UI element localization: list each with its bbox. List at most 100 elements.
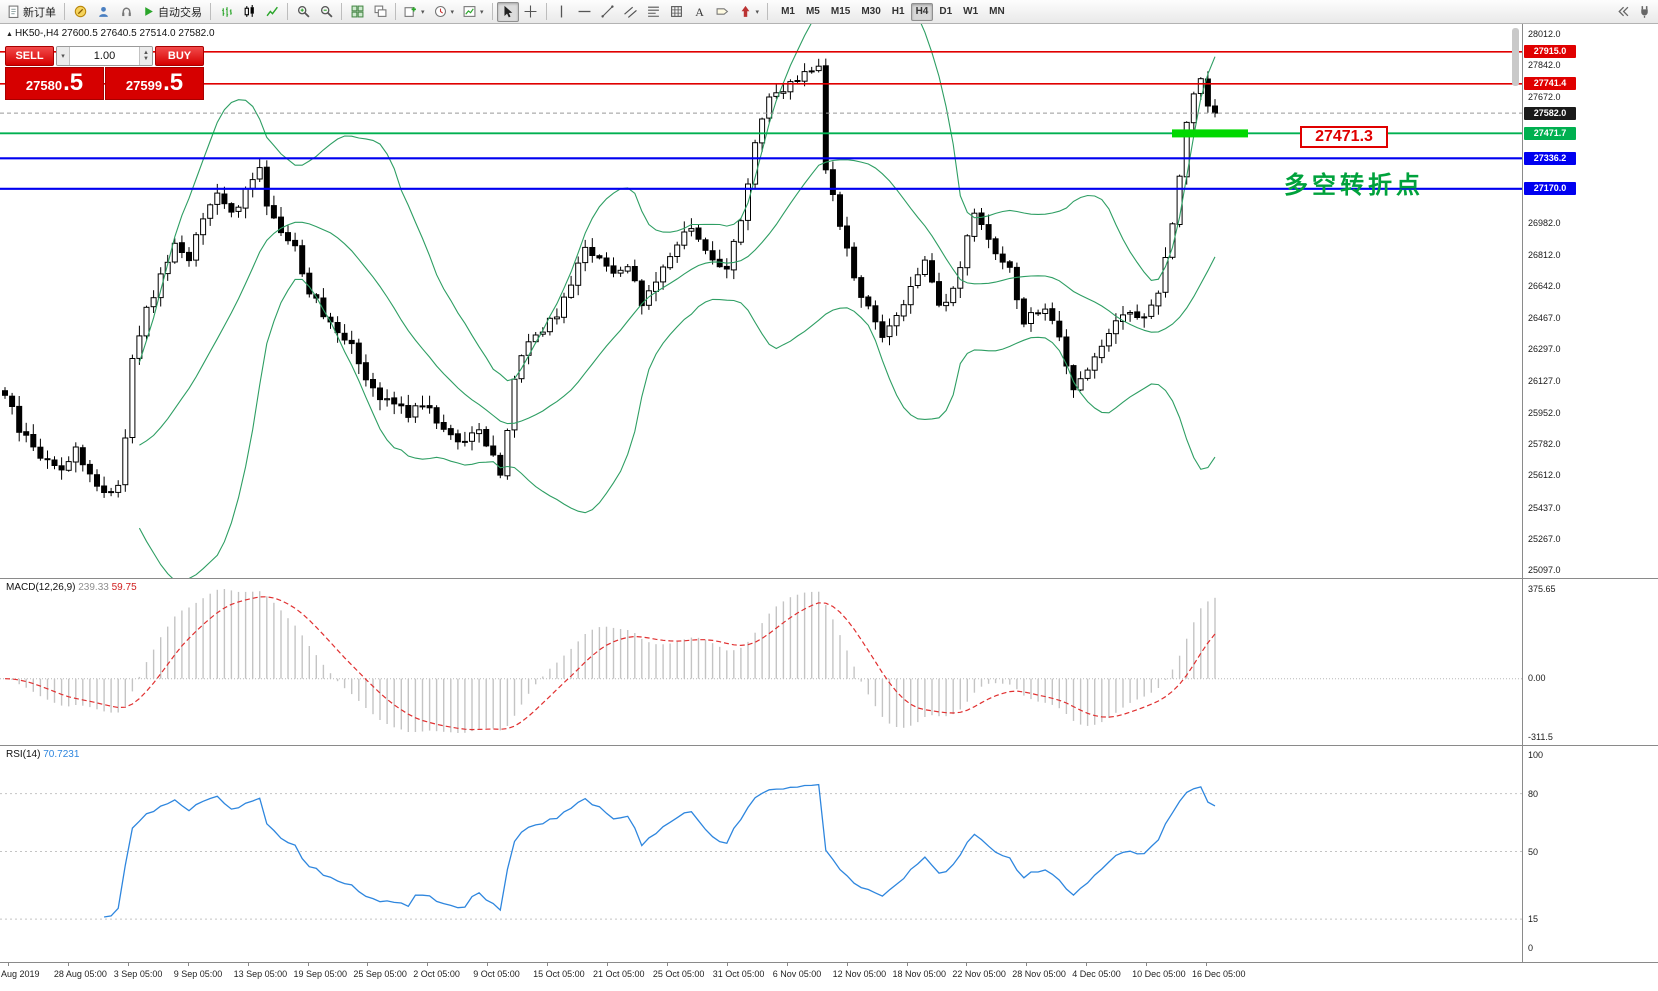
dropdown-caret-icon[interactable]: ▾	[480, 8, 484, 16]
dropdown-caret-icon[interactable]: ▾	[421, 8, 425, 16]
bollinger-lower-band	[138, 278, 1216, 578]
timeframe-m5-button[interactable]: M5	[805, 6, 820, 17]
candle-body	[568, 284, 575, 298]
bar-chart-mode-button[interactable]	[215, 2, 237, 22]
sell-button[interactable]: SELL	[5, 46, 54, 66]
data-connection-button[interactable]	[1633, 2, 1655, 22]
rsi-panel[interactable]: RSI(14) 70.7231	[0, 746, 1522, 962]
timeframe-h4-button[interactable]: H4	[910, 2, 934, 21]
autotrade-button[interactable]: 自动交易	[138, 2, 206, 22]
candle-body	[929, 260, 935, 283]
mql5-market-button[interactable]	[69, 2, 91, 22]
main-chart-panel[interactable]: ▲ HK50-,H4 27600.5 27640.5 27514.0 27582.…	[0, 24, 1522, 578]
text-tool-button[interactable]: A	[689, 2, 711, 22]
dropdown-caret-icon[interactable]: ▾	[755, 8, 760, 16]
macd-chart	[0, 589, 1522, 733]
label-tool-button[interactable]	[712, 2, 734, 22]
chinese-annotation-text[interactable]: 多空转折点	[1284, 172, 1424, 199]
candle-body	[794, 80, 801, 82]
timeframe-m15-button[interactable]: M15	[830, 6, 851, 17]
community-button[interactable]	[92, 2, 114, 22]
toolbar-separator	[491, 3, 493, 20]
timeframe-h1-button[interactable]: H1	[891, 6, 905, 17]
volume-dropdown-icon[interactable]: ▾	[57, 47, 70, 65]
tile-windows-button[interactable]	[346, 2, 368, 22]
cursor-icon	[504, 5, 513, 18]
candle-body	[851, 246, 858, 279]
crosshair-tool-button[interactable]	[520, 2, 542, 22]
timeframe-m1-button[interactable]: M1	[781, 6, 795, 17]
candle-body	[808, 70, 815, 73]
new-chart-button[interactable]: ▾	[400, 2, 429, 22]
macd-main-value: 239.33	[78, 582, 109, 593]
time-label: 4 Dec 05:00	[1072, 969, 1121, 979]
line-chart-mode-button[interactable]	[261, 2, 283, 22]
time-label: 9 Sep 05:00	[173, 969, 223, 979]
highlight-bar[interactable]	[1172, 129, 1248, 138]
buy-price[interactable]: 27599.5	[105, 67, 204, 100]
support-button[interactable]	[115, 2, 137, 22]
candle-body	[815, 65, 822, 72]
current-price-tag: 27582.0	[1524, 106, 1576, 120]
fibonacci-tool-button[interactable]	[643, 2, 665, 22]
sell-price[interactable]: 27580.5	[5, 67, 104, 100]
candle-body	[1169, 223, 1176, 258]
candle-body	[285, 232, 291, 242]
new-order-button[interactable]: 新订单	[3, 2, 60, 22]
candle-body	[1105, 333, 1112, 347]
horizontal-line-tool-button[interactable]	[574, 2, 596, 22]
candlestick-chart[interactable]	[0, 24, 1522, 578]
volume-spinner[interactable]: ▲ ▼	[139, 47, 152, 65]
price-annotation-label[interactable]: 27471.3	[1300, 126, 1388, 148]
buy-button[interactable]: BUY	[155, 46, 204, 66]
timeframe-mn-button[interactable]: MN	[989, 6, 1005, 17]
candle-body	[653, 281, 659, 292]
candle-body	[1141, 316, 1148, 319]
panel-separator[interactable]	[0, 578, 1658, 579]
candle-body	[171, 242, 178, 263]
channel-tool-button[interactable]	[620, 2, 642, 22]
zoom-in-button[interactable]	[292, 2, 314, 22]
trendline-tool-button[interactable]	[597, 2, 619, 22]
time-tick	[307, 963, 309, 966]
cursor-tool-button[interactable]	[496, 1, 519, 22]
zoom-out-button[interactable]	[315, 2, 337, 22]
candle-body	[186, 251, 192, 262]
price-tick-label: 28012.0	[1528, 29, 1561, 39]
candle-body	[200, 218, 207, 236]
shapes-tool-button[interactable]	[666, 2, 688, 22]
chart-templates-button[interactable]: ▾	[459, 2, 488, 22]
periods-button[interactable]: ▾	[430, 2, 459, 22]
rsi-name: RSI(14)	[6, 749, 41, 760]
candle-body	[893, 315, 900, 327]
macd-panel[interactable]: MACD(12,26,9) 239.33 59.75	[0, 579, 1522, 745]
panel-separator[interactable]	[0, 745, 1658, 746]
text-icon: A	[695, 5, 704, 18]
candle-body	[780, 91, 787, 94]
time-tick	[607, 963, 608, 966]
candle-body	[348, 339, 355, 345]
candle-body	[971, 212, 978, 237]
volume-value[interactable]: 1.00	[93, 50, 116, 62]
timeframe-w1-button[interactable]: W1	[963, 6, 979, 17]
volume-up-icon[interactable]: ▲	[143, 50, 149, 56]
candle-body	[37, 446, 44, 459]
candle-body	[1212, 105, 1218, 114]
collapse-triangle-icon[interactable]: ▲	[6, 31, 13, 38]
candle-body	[242, 188, 249, 209]
arrows-tool-button[interactable]: ▾	[735, 2, 764, 22]
candle-body	[716, 258, 723, 268]
timeframe-d1-button[interactable]: D1	[939, 6, 953, 17]
candle-body	[985, 224, 992, 240]
volume-input[interactable]: ▾ 1.00 ▲ ▼	[56, 46, 153, 66]
candle-body	[447, 428, 454, 436]
timeframe-m30-button[interactable]: M30	[861, 6, 881, 17]
candlestick-mode-button[interactable]	[238, 2, 260, 22]
dropdown-caret-icon[interactable]: ▾	[450, 8, 455, 16]
cascade-windows-button[interactable]	[369, 2, 391, 22]
volume-down-icon[interactable]: ▼	[143, 56, 149, 62]
time-tick	[906, 963, 908, 966]
chart-scrollbar[interactable]	[1512, 28, 1519, 86]
toolbar-overflow-button[interactable]	[1611, 2, 1633, 22]
vertical-line-tool-button[interactable]	[551, 2, 573, 22]
